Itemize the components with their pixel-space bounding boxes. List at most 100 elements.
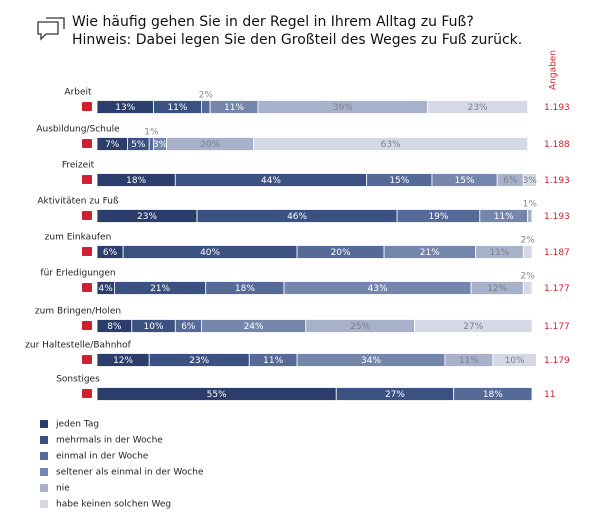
value-label: 15% (455, 176, 475, 186)
legend-swatch (40, 500, 48, 508)
chart-title: Wie häufig gehen Sie in der Regel in Ihr… (72, 14, 474, 30)
value-label: 21% (420, 248, 440, 258)
category-icon (82, 389, 92, 398)
value-label: 15% (389, 176, 409, 186)
category-label: Arbeit (64, 88, 92, 98)
bar-segment (492, 353, 537, 367)
value-label: 11% (494, 212, 514, 222)
legend-label: jeden Tag (55, 420, 99, 430)
bar-segment (522, 281, 533, 295)
value-label: 11% (167, 103, 187, 113)
category-icon (82, 247, 92, 256)
value-label: 21% (150, 284, 170, 294)
value-label: 25% (350, 322, 370, 332)
value-label: 39% (333, 103, 353, 113)
n-label: 1.193 (544, 103, 570, 113)
value-label: 12% (113, 356, 133, 366)
category-icon (82, 139, 92, 148)
value-label: 27% (463, 322, 483, 332)
bar-segment (527, 209, 533, 223)
value-label: 5% (131, 140, 146, 150)
category-icon (82, 175, 92, 184)
value-label: 19% (428, 212, 448, 222)
value-label: 12% (487, 284, 507, 294)
value-label: 10% (505, 356, 525, 366)
value-label: 20% (200, 140, 220, 150)
value-label: 18% (235, 284, 255, 294)
value-label: 11% (459, 356, 479, 366)
value-label: 10% (144, 322, 164, 332)
value-label: 6% (181, 322, 196, 332)
legend-swatch (40, 436, 48, 444)
value-label: 3% (523, 176, 538, 186)
bar-segment (453, 387, 533, 401)
n-label: 1.193 (544, 212, 570, 222)
value-label: 4% (99, 284, 114, 294)
n-label: 1.188 (544, 140, 570, 150)
value-label: 24% (244, 322, 264, 332)
value-label: 46% (287, 212, 307, 222)
category-label: Aktivitäten zu Fuß (37, 197, 119, 207)
value-label: 27% (385, 390, 405, 400)
legend-label: einmal in der Woche (56, 452, 149, 462)
category-icon (82, 355, 92, 364)
value-label: 11% (489, 248, 509, 258)
value-label: 11% (263, 356, 283, 366)
value-label: 2% (521, 236, 536, 246)
value-label: 8% (107, 322, 122, 332)
value-label: 1% (523, 200, 538, 210)
value-label: 23% (468, 103, 488, 113)
value-label: 11% (224, 103, 244, 113)
bar-segment (522, 173, 537, 187)
value-label: 23% (137, 212, 157, 222)
n-label: 1.179 (544, 356, 570, 366)
value-label: 23% (189, 356, 209, 366)
chart-subtitle: Hinweis: Dabei legen Sie den Großteil de… (72, 32, 522, 48)
bar-segment (414, 319, 533, 333)
value-label: 18% (483, 390, 503, 400)
bar-segment (522, 245, 533, 259)
bar-segment (253, 137, 529, 151)
value-label: 40% (200, 248, 220, 258)
category-label: zum Einkaufen (45, 233, 112, 243)
category-label: zur Haltestelle/Bahnhof (25, 341, 131, 351)
bar-segment (200, 100, 211, 114)
category-icon (82, 283, 92, 292)
value-label: 6% (503, 176, 518, 186)
legend-label: habe keinen solchen Weg (56, 500, 171, 510)
value-label: 6% (103, 248, 118, 258)
category-label: Sonstiges (56, 375, 100, 385)
value-label: 2% (199, 91, 214, 101)
value-label: 3% (153, 140, 168, 150)
value-label: 44% (261, 176, 281, 186)
category-label: für Erledigungen (40, 269, 115, 279)
category-icon (82, 102, 92, 111)
value-label: 1% (144, 128, 159, 138)
bar-segment (427, 100, 529, 114)
category-label: Ausbildung/Schule (36, 125, 120, 135)
legend-swatch (40, 420, 48, 428)
value-label: 43% (368, 284, 388, 294)
value-label: 7% (105, 140, 120, 150)
value-label: 2% (521, 272, 536, 282)
legend-swatch (40, 468, 48, 476)
n-label: 1.177 (544, 322, 570, 332)
value-label: 55% (207, 390, 227, 400)
category-icon (82, 211, 92, 220)
n-label: 11 (544, 390, 555, 400)
legend-swatch (40, 452, 48, 460)
legend-label: seltener als einmal in der Woche (56, 468, 204, 478)
category-icon (82, 321, 92, 330)
category-label: zum Bringen/Holen (35, 307, 121, 317)
n-label: 1.177 (544, 284, 570, 294)
header-icon (37, 17, 65, 41)
value-label: 20% (331, 248, 351, 258)
n-label: 1.193 (544, 176, 570, 186)
value-label: 13% (115, 103, 135, 113)
value-label: 63% (381, 140, 401, 150)
legend-label: nie (56, 484, 70, 494)
n-title: Angaben (549, 50, 559, 90)
n-label: 1.187 (544, 248, 570, 258)
legend-swatch (40, 484, 48, 492)
